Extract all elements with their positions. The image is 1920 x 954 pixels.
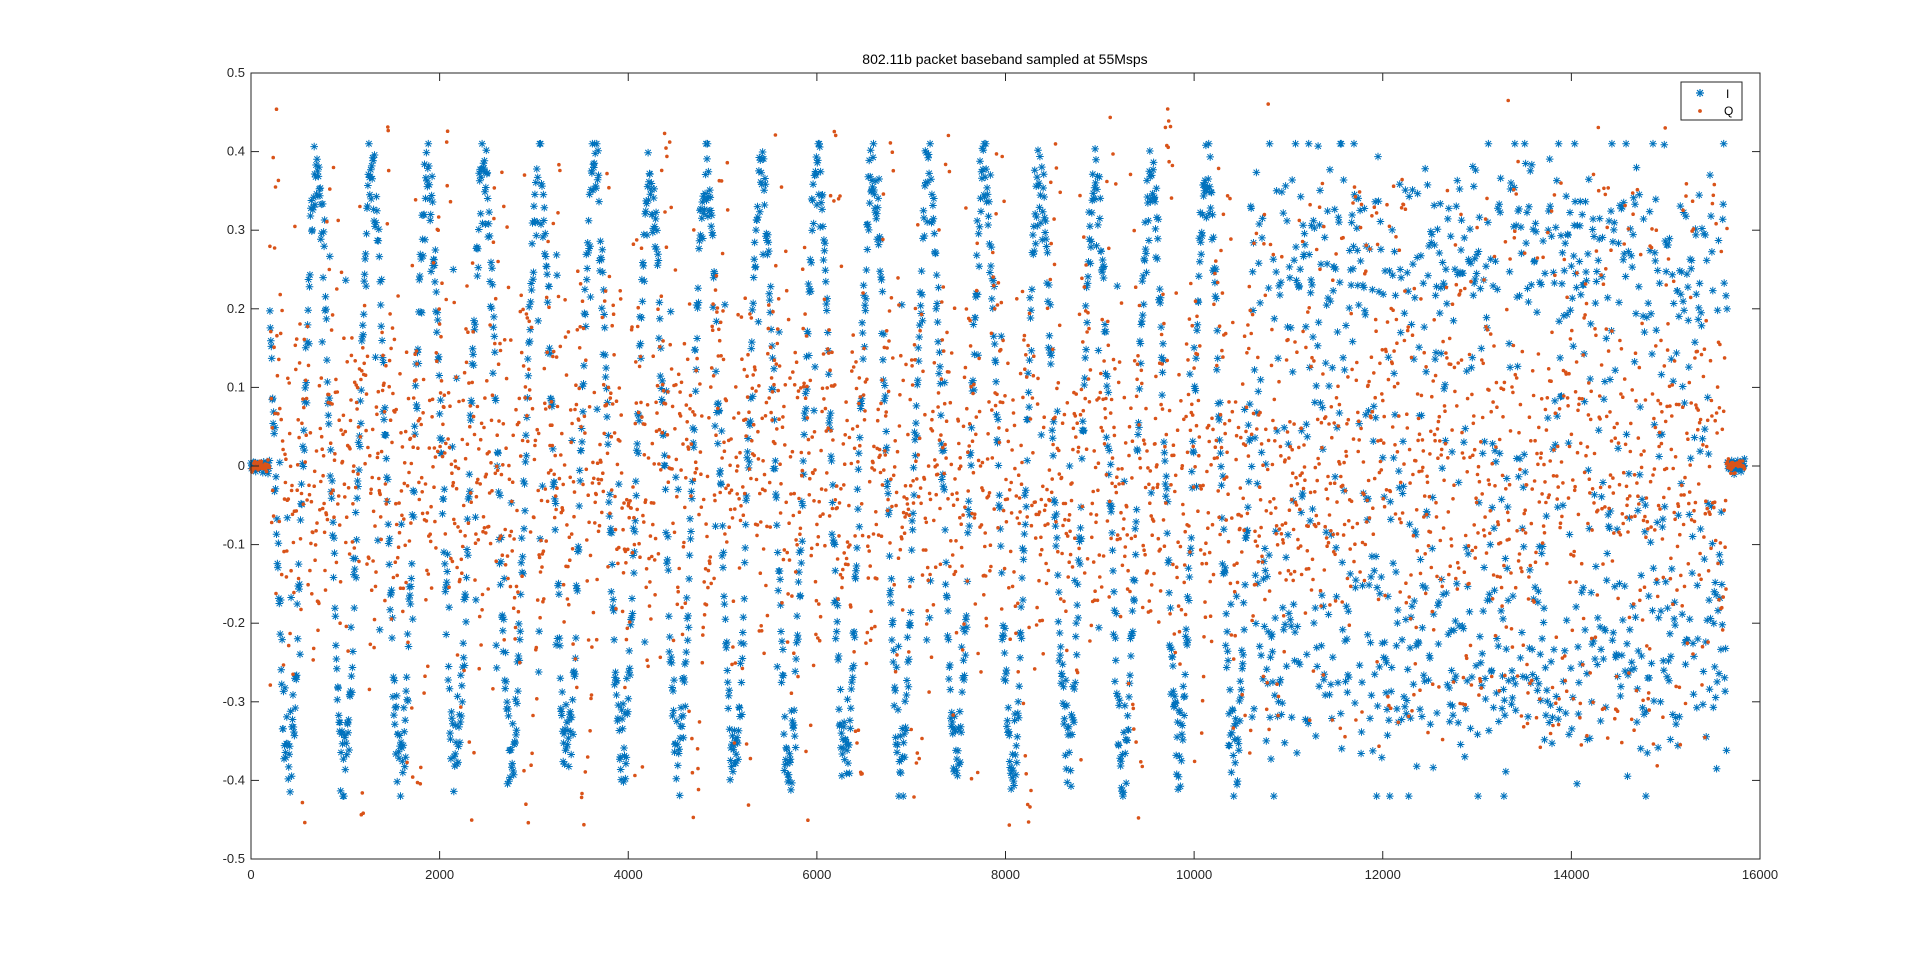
- x-tick-label: 4000: [614, 867, 643, 882]
- y-tick-label: -0.2: [223, 615, 245, 630]
- y-tick-label: 0.1: [227, 379, 245, 394]
- y-tick-label: 0: [238, 458, 245, 473]
- legend-marker-q: [1698, 109, 1702, 113]
- x-tick-label: 10000: [1176, 867, 1212, 882]
- legend-star: [1696, 89, 1704, 97]
- axes: 0 2000 4000 6000 8000 10000 12000 14000 16000 -0.…: [223, 65, 1778, 882]
- y-tick-label: -0.4: [223, 772, 245, 787]
- chart-title: 802.11b packet baseband sampled at 55Msp…: [862, 51, 1147, 67]
- y-tick-label: -0.3: [223, 694, 245, 709]
- x-tick-label: 2000: [425, 867, 454, 882]
- x-tick-label: 16000: [1742, 867, 1778, 882]
- legend: I Q: [1680, 81, 1743, 121]
- x-tick-label: 12000: [1365, 867, 1401, 882]
- legend-label-q: Q: [1724, 104, 1733, 118]
- y-tick-label: 0.2: [227, 301, 245, 316]
- y-tick-label: 0.4: [227, 144, 245, 159]
- x-tick-label: 6000: [802, 867, 831, 882]
- x-tick-label: 14000: [1553, 867, 1589, 882]
- legend-marker-i: [1696, 89, 1704, 97]
- x-tick-label: 8000: [991, 867, 1020, 882]
- y-tick-label: 0.3: [227, 222, 245, 237]
- y-tick-label: 0.5: [227, 65, 245, 80]
- y-tick-label: -0.1: [223, 537, 245, 552]
- legend-label-i: I: [1726, 87, 1729, 101]
- legend-box: [1680, 81, 1743, 121]
- x-tick-label: 0: [247, 867, 254, 882]
- y-tick-label: -0.5: [223, 851, 245, 866]
